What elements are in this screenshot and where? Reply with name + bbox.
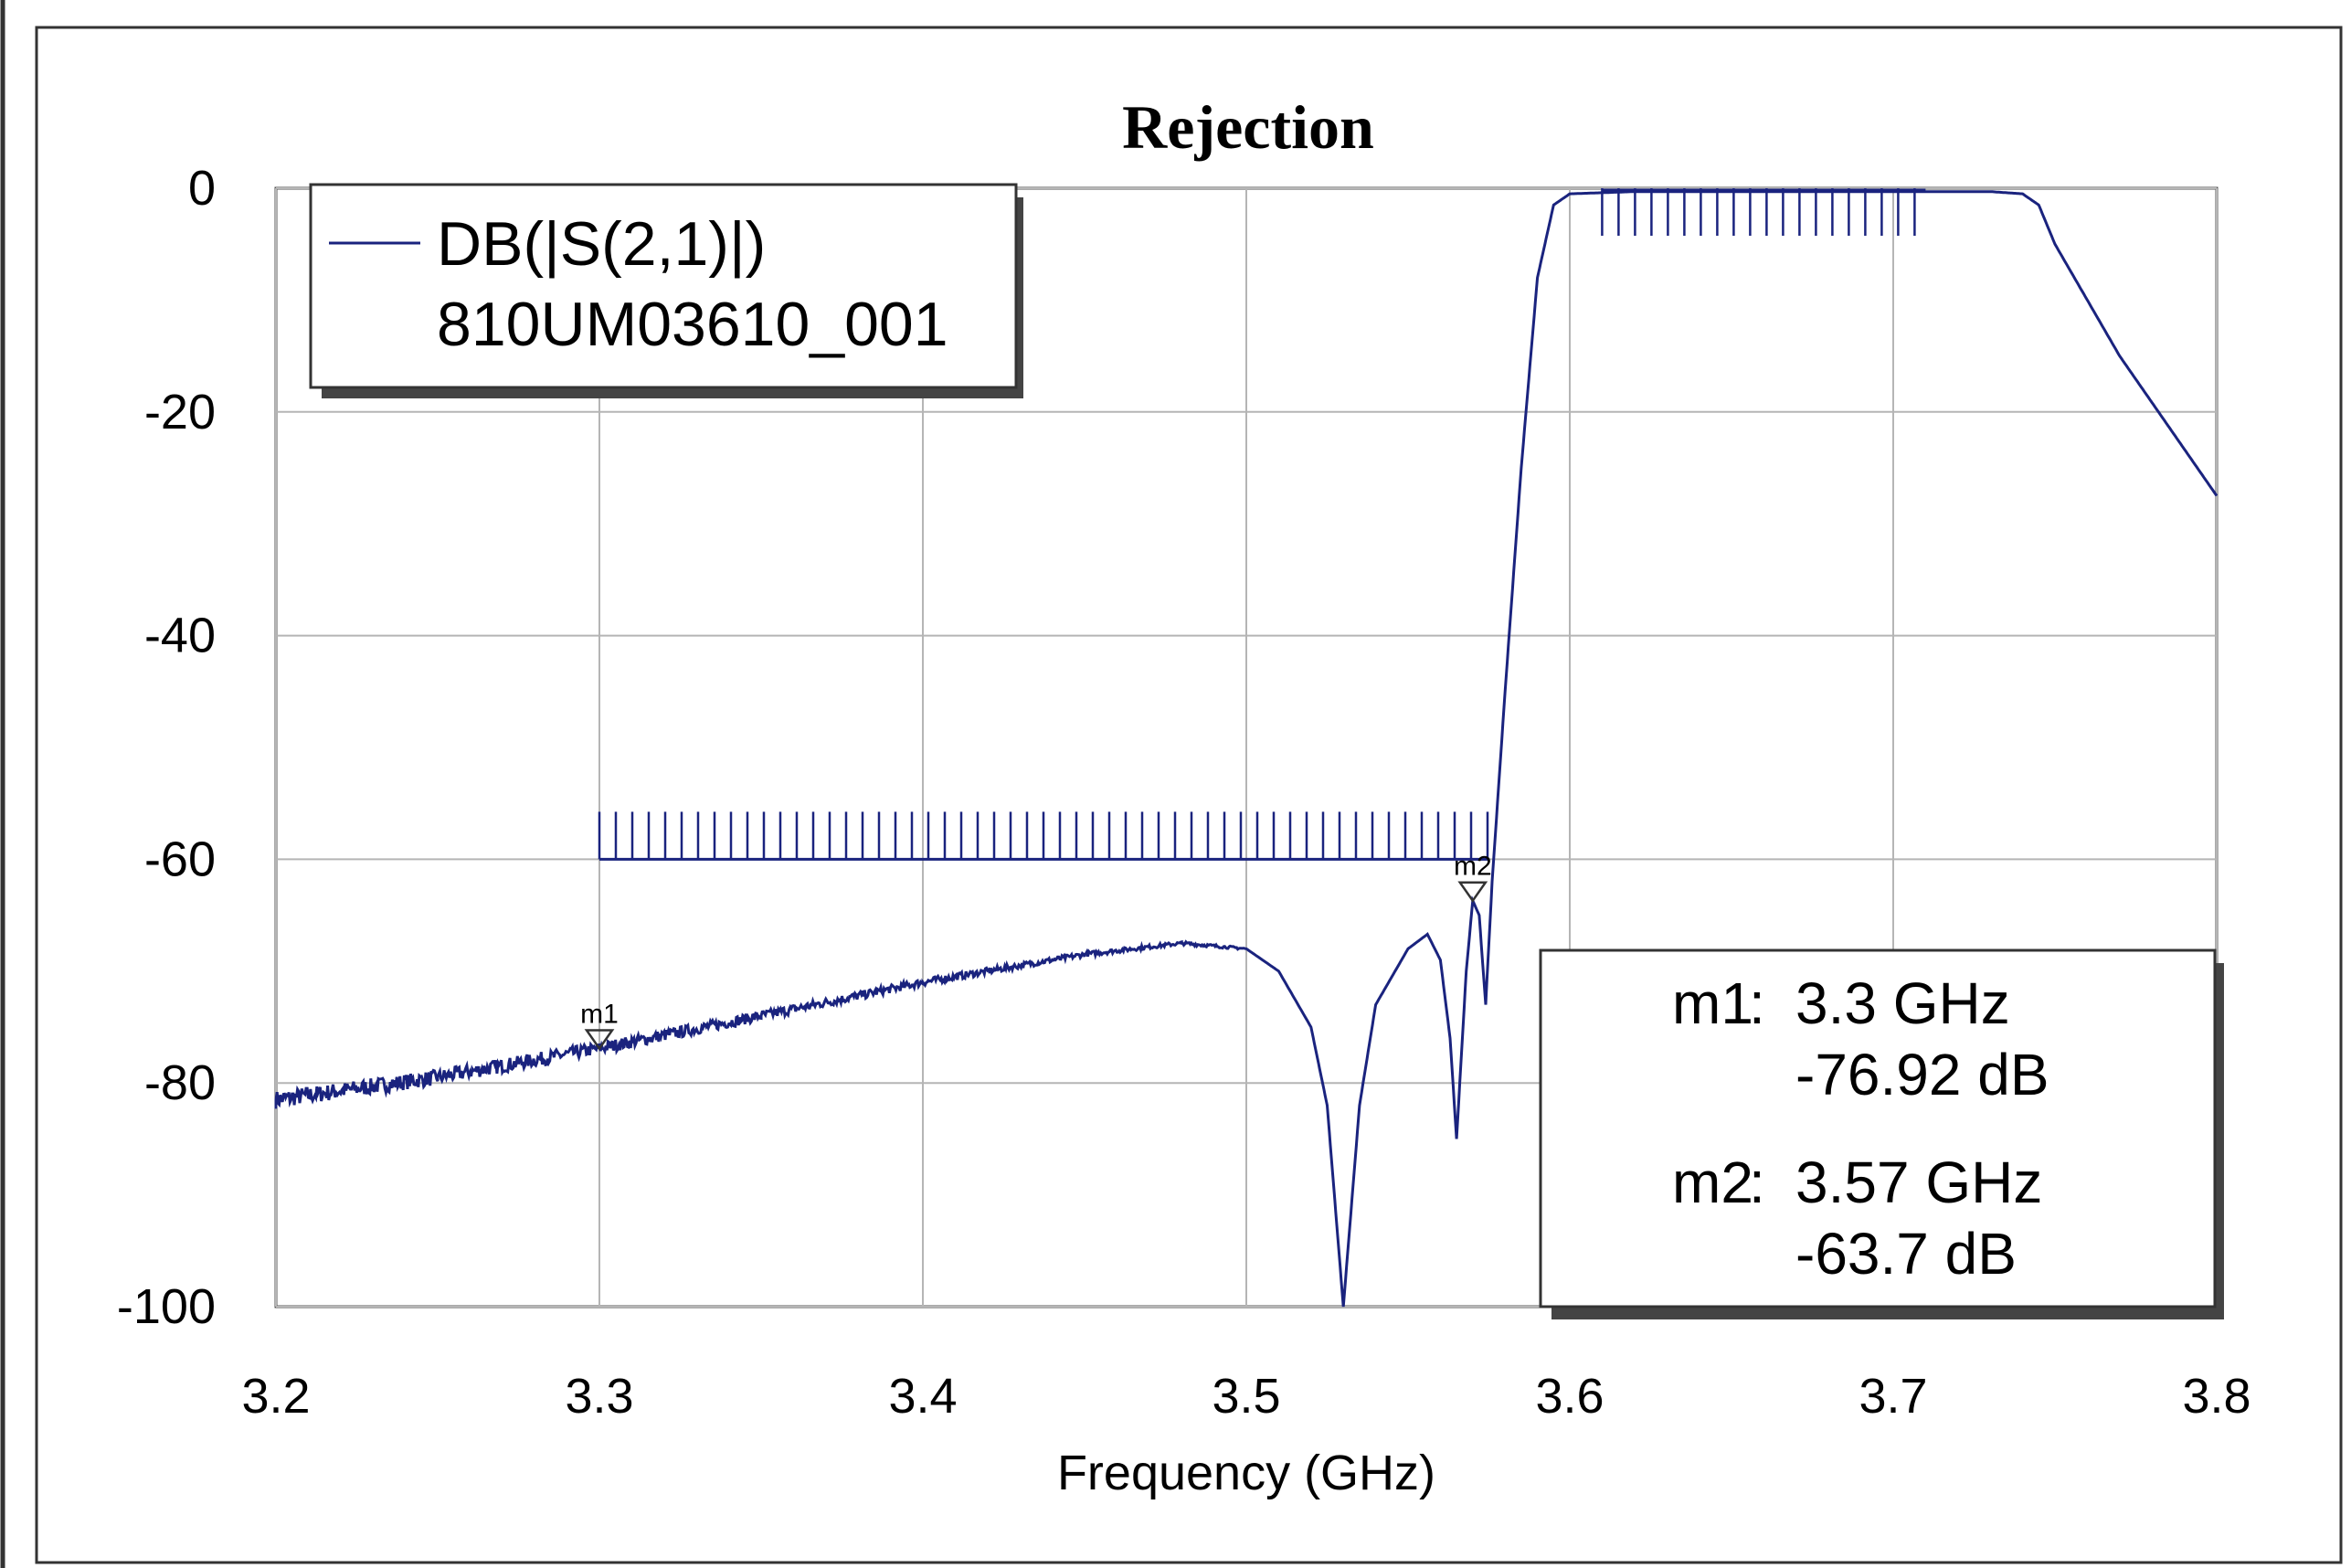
y-tick-label: -40 <box>144 609 216 663</box>
marker-point-label: m1 <box>580 1000 619 1030</box>
x-tick-labels: 3.2 3.3 3.4 3.5 3.6 3.7 3.8 <box>241 1369 2250 1424</box>
marker-m2-value: -63.7 dB <box>1795 1221 2017 1287</box>
marker-triangle <box>1457 881 1488 903</box>
marker-point-label: m2 <box>1454 852 1492 882</box>
x-tick-label: 3.5 <box>1212 1369 1280 1424</box>
marker-m1-label: m1 <box>1672 970 1753 1036</box>
marker-m2-colon: : <box>1749 1150 1765 1215</box>
marker-readout: m1 : 3.3 GHz -76.92 dB m2 : 3.57 GHz -63… <box>1539 948 2224 1319</box>
marker-triangle <box>584 1029 615 1051</box>
chart-title: Rejection <box>1122 92 1374 162</box>
marker-m2-label: m2 <box>1672 1150 1753 1215</box>
x-tick-label: 3.3 <box>565 1369 633 1424</box>
marker-points: m1 m2 <box>580 852 1492 1051</box>
x-tick-label: 3.8 <box>2182 1369 2250 1424</box>
x-tick-label: 3.4 <box>888 1369 957 1424</box>
marker-m2-freq: 3.57 GHz <box>1795 1150 2042 1215</box>
legend-series-name: DB(|S(2,1)|) <box>437 209 766 279</box>
legend: DB(|S(2,1)|) 810UM03610_001 <box>309 183 1023 398</box>
x-tick-label: 3.7 <box>1859 1369 1927 1424</box>
marker-m1-freq: 3.3 GHz <box>1795 970 2010 1036</box>
marker-readout-box <box>1539 948 2217 1308</box>
y-tick-label: -100 <box>117 1279 216 1334</box>
marker-m1-colon: : <box>1749 970 1765 1036</box>
x-axis-label: Frequency (GHz) <box>1057 1446 1435 1500</box>
y-tick-label: -80 <box>144 1055 216 1110</box>
y-tick-label: 0 <box>188 161 216 216</box>
limit-masks <box>598 188 1926 861</box>
y-tick-labels: 0 -20 -40 -60 -80 -100 <box>117 161 216 1334</box>
y-tick-label: -20 <box>144 385 216 440</box>
marker-m2-point: m2 <box>1454 852 1492 903</box>
y-tick-label: -60 <box>144 832 216 886</box>
x-tick-label: 3.2 <box>241 1369 310 1424</box>
limit-mask <box>1601 188 1926 236</box>
legend-series-subtitle: 810UM03610_001 <box>437 290 948 359</box>
x-tick-label: 3.6 <box>1535 1369 1604 1424</box>
marker-m1-value: -76.92 dB <box>1795 1042 2049 1107</box>
legend-box <box>309 183 1018 389</box>
marker-m1-point: m1 <box>580 1000 619 1051</box>
limit-mask <box>598 811 1489 861</box>
